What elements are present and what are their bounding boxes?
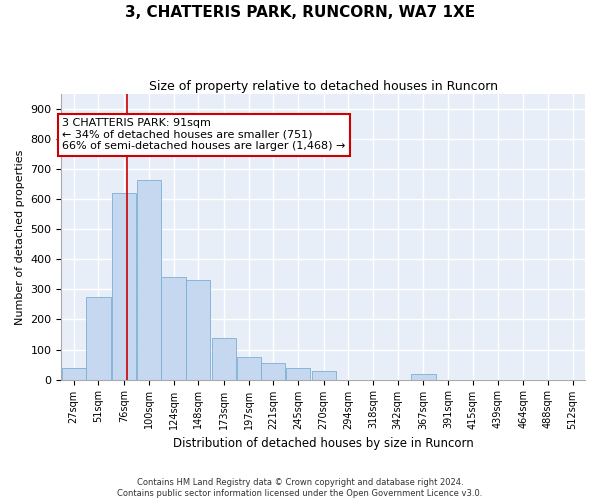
Bar	[412, 374, 436, 380]
Bar	[86, 297, 110, 380]
Text: 3 CHATTERIS PARK: 91sqm
← 34% of detached houses are smaller (751)
66% of semi-d: 3 CHATTERIS PARK: 91sqm ← 34% of detache…	[62, 118, 346, 152]
Bar	[112, 194, 136, 380]
Bar	[161, 278, 185, 380]
Y-axis label: Number of detached properties: Number of detached properties	[15, 149, 25, 324]
Title: Size of property relative to detached houses in Runcorn: Size of property relative to detached ho…	[149, 80, 498, 93]
Bar	[62, 368, 86, 380]
Bar	[236, 357, 261, 380]
Bar	[286, 368, 310, 380]
Bar	[261, 363, 286, 380]
Bar	[311, 370, 336, 380]
X-axis label: Distribution of detached houses by size in Runcorn: Distribution of detached houses by size …	[173, 437, 473, 450]
Text: Contains HM Land Registry data © Crown copyright and database right 2024.
Contai: Contains HM Land Registry data © Crown c…	[118, 478, 482, 498]
Bar	[137, 180, 161, 380]
Text: 3, CHATTERIS PARK, RUNCORN, WA7 1XE: 3, CHATTERIS PARK, RUNCORN, WA7 1XE	[125, 5, 475, 20]
Bar	[212, 338, 236, 380]
Bar	[186, 280, 211, 380]
